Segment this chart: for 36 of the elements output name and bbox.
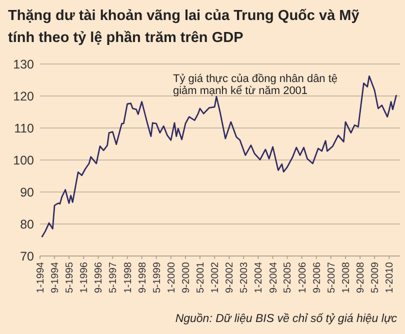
x-tick-label: 1-2006	[297, 262, 308, 294]
x-tick-label: 1-2002	[210, 262, 222, 294]
y-tick-label: 80	[20, 217, 34, 232]
x-tick-label: 1-1996	[79, 262, 90, 294]
x-tick-label: 1-2008	[341, 262, 352, 294]
x-tick-label: 1-1994	[36, 262, 46, 294]
x-tick-label: 9-2000	[180, 262, 192, 294]
x-tick-label: 9-1996	[94, 262, 105, 294]
x-tick-label: 5-2001	[195, 262, 206, 294]
y-tick-label: 70	[20, 249, 34, 264]
x-tick-label: 5-2007	[326, 262, 338, 294]
x-tick-label: 5-2005	[282, 262, 294, 294]
line-series	[41, 75, 398, 238]
y-tick-label: 110	[14, 121, 34, 136]
annotation: Tỷ giá thực của đồng nhân dân tệ giảm mạnh kể từ năm 2001	[173, 73, 338, 97]
x-tick-label: 5-1995	[64, 262, 76, 294]
x-tick-label: 1-1998	[122, 262, 134, 294]
x-tick-label: 5-1997	[108, 262, 120, 294]
x-tick-label: 5-2003	[239, 262, 250, 294]
y-tick-label: 100	[13, 153, 34, 168]
chart-title: Thặng dư tài khoản vãng lai của Trung Quốc và Mỹ tính theo tỷ lệ phần trăm trên GDP	[8, 8, 360, 46]
x-tick-label: 1-2010	[384, 262, 396, 294]
x-tick-label: 9-2004	[268, 262, 280, 294]
x-tick-label: 1-2000	[166, 262, 178, 294]
x-tick-label: 9-2002	[224, 262, 236, 294]
y-tick-label: 130	[13, 57, 34, 72]
y-tick-label: 90	[20, 185, 34, 200]
y-tick-label: 120	[13, 89, 34, 104]
x-tick-label: 5-2009	[370, 262, 382, 294]
x-tick-label: 9-2006	[312, 262, 323, 294]
x-tick-label: 9-2008	[356, 262, 367, 294]
x-tick-label: 1-2004	[254, 262, 265, 294]
x-tick-label: 9-1998	[137, 262, 148, 294]
x-tick-label: 9-1994	[50, 262, 62, 294]
text: Nguồn: Dữ liệu BIS về chỉ số tỷ giá hiệu lực	[175, 313, 398, 325]
x-tick-label: 5-1999	[152, 262, 163, 294]
